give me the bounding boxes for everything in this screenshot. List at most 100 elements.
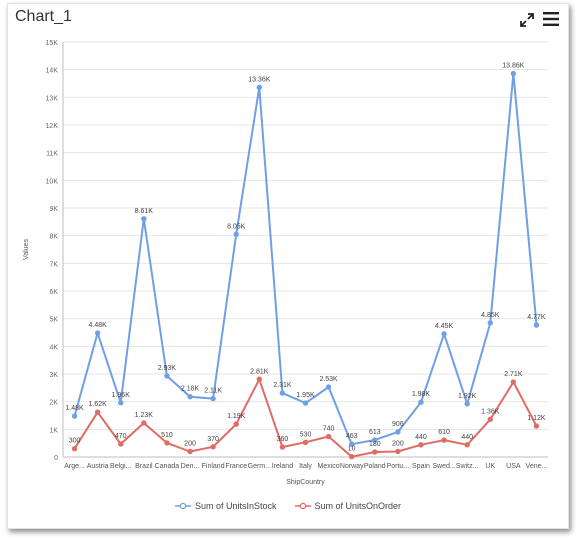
x-tick-label: Swed... bbox=[432, 463, 455, 470]
data-point bbox=[188, 394, 192, 398]
data-point bbox=[349, 455, 353, 459]
y-tick-label: 2K bbox=[49, 400, 58, 407]
data-point bbox=[326, 385, 330, 389]
data-label: 200 bbox=[184, 440, 196, 447]
legend-label-units-on-order: Sum of UnitsOnOrder bbox=[315, 501, 402, 511]
y-tick-label: 3K bbox=[49, 372, 58, 379]
series-line-0 bbox=[75, 74, 537, 445]
data-label: 10 bbox=[348, 446, 356, 453]
data-point bbox=[234, 232, 238, 236]
data-point bbox=[165, 374, 169, 378]
y-tick-label: 0 bbox=[54, 455, 58, 462]
data-label: 1.23K bbox=[135, 412, 154, 419]
data-point bbox=[95, 410, 99, 414]
x-tick-label: Finland bbox=[202, 463, 225, 470]
y-tick-label: 15K bbox=[46, 40, 59, 47]
y-tick-label: 1K bbox=[49, 427, 58, 434]
data-label: 4.45K bbox=[435, 323, 454, 330]
x-tick-label: France bbox=[225, 463, 247, 470]
data-point bbox=[511, 380, 515, 384]
data-label: 180 bbox=[369, 441, 381, 448]
data-label: 440 bbox=[461, 434, 473, 441]
data-point bbox=[165, 441, 169, 445]
data-point bbox=[511, 71, 515, 75]
data-label: 1.98K bbox=[412, 391, 431, 398]
data-label: 200 bbox=[392, 440, 404, 447]
data-point bbox=[142, 217, 146, 221]
data-label: 4.85K bbox=[481, 312, 500, 319]
data-point bbox=[257, 85, 261, 89]
x-tick-label: Poland bbox=[364, 463, 386, 470]
x-tick-label: Ireland bbox=[272, 463, 294, 470]
data-label: 2.81K bbox=[250, 368, 269, 375]
data-label: 2.11K bbox=[204, 388, 222, 395]
data-label: 463 bbox=[346, 433, 358, 440]
data-label: 2.31K bbox=[273, 382, 292, 389]
x-tick-label: Switz... bbox=[456, 463, 479, 470]
chart-card: Chart_1 01K2K3K4K5K6K7K8K9K10K11K12K13K1… bbox=[7, 3, 569, 529]
data-point bbox=[442, 438, 446, 442]
y-tick-label: 4K bbox=[49, 344, 58, 351]
data-point bbox=[142, 421, 146, 425]
data-point bbox=[303, 440, 307, 444]
data-point bbox=[465, 402, 469, 406]
legend-item-units-in-stock[interactable]: Sum of UnitsInStock bbox=[175, 501, 277, 511]
data-label: 13.86K bbox=[502, 63, 525, 70]
data-point bbox=[72, 414, 76, 418]
legend-item-units-on-order[interactable]: Sum of UnitsOnOrder bbox=[295, 501, 402, 511]
data-label: 1.62K bbox=[88, 401, 107, 408]
data-label: 360 bbox=[277, 436, 289, 443]
legend-marker-units-on-order bbox=[295, 502, 311, 510]
chart-legend: Sum of UnitsInStock Sum of UnitsOnOrder bbox=[8, 498, 568, 514]
data-point bbox=[72, 447, 76, 451]
data-label: 613 bbox=[369, 429, 381, 436]
data-point bbox=[119, 401, 123, 405]
data-point bbox=[280, 391, 284, 395]
y-tick-label: 6K bbox=[49, 289, 58, 296]
data-label: 8.05K bbox=[227, 223, 246, 230]
data-label: 300 bbox=[69, 438, 81, 445]
data-label: 1.36K bbox=[481, 408, 500, 415]
y-tick-label: 13K bbox=[46, 95, 59, 102]
data-label: 8.61K bbox=[135, 208, 154, 215]
x-tick-label: Mexico bbox=[318, 463, 340, 470]
data-point bbox=[188, 449, 192, 453]
y-tick-label: 12K bbox=[46, 123, 59, 130]
data-label: 1.12K bbox=[527, 415, 546, 422]
data-point bbox=[465, 443, 469, 447]
data-label: 470 bbox=[115, 433, 127, 440]
legend-label-units-in-stock: Sum of UnitsInStock bbox=[195, 501, 277, 511]
data-point bbox=[419, 443, 423, 447]
x-tick-label: USA bbox=[506, 463, 521, 470]
data-label: 1.96K bbox=[112, 392, 131, 399]
data-point bbox=[95, 331, 99, 335]
data-point bbox=[211, 396, 215, 400]
x-tick-label: Canada bbox=[155, 463, 180, 470]
data-point bbox=[396, 449, 400, 453]
data-label: 1.19K bbox=[227, 413, 246, 420]
y-tick-label: 8K bbox=[49, 234, 58, 241]
data-label: 1.95K bbox=[296, 392, 315, 399]
data-point bbox=[303, 401, 307, 405]
data-label: 2.93K bbox=[158, 365, 177, 372]
data-point bbox=[234, 422, 238, 426]
data-label: 610 bbox=[438, 429, 450, 436]
data-point bbox=[280, 445, 284, 449]
data-point bbox=[488, 321, 492, 325]
x-tick-label: Italy bbox=[299, 463, 312, 470]
data-label: 440 bbox=[415, 434, 427, 441]
data-label: 13.36K bbox=[248, 76, 271, 83]
data-point bbox=[211, 445, 215, 449]
x-tick-label: Vene... bbox=[526, 463, 548, 470]
x-tick-label: Brazil bbox=[135, 463, 153, 470]
data-point bbox=[326, 434, 330, 438]
y-tick-label: 5K bbox=[49, 317, 58, 324]
data-label: 906 bbox=[392, 421, 404, 428]
x-tick-label: Norway bbox=[340, 463, 364, 470]
y-tick-label: 14K bbox=[46, 68, 59, 75]
x-tick-label: Arge... bbox=[64, 463, 85, 470]
x-tick-label: UK bbox=[485, 463, 495, 470]
data-point bbox=[257, 377, 261, 381]
data-point bbox=[419, 400, 423, 404]
x-tick-label: Germ... bbox=[248, 463, 271, 470]
